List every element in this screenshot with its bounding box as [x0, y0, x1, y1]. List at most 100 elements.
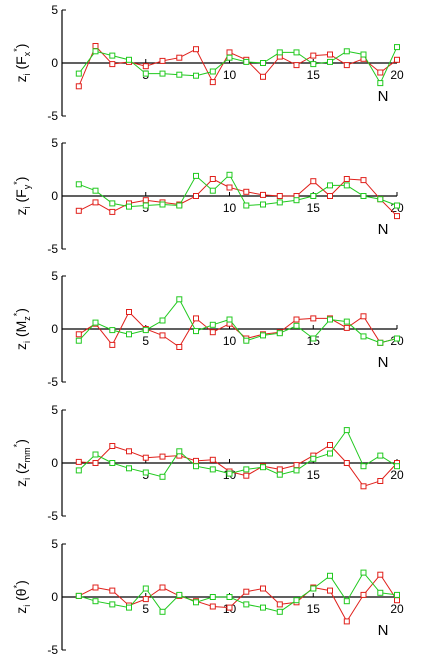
series-2-point	[176, 448, 183, 455]
y-tick-label: -5	[47, 509, 58, 523]
ylabel-base: z	[13, 343, 29, 350]
series-2-point	[159, 608, 166, 615]
y-tick-label: -5	[47, 109, 58, 123]
x-axis-label: N	[378, 221, 389, 238]
series-2-point	[75, 592, 82, 599]
series-1-point	[193, 315, 199, 322]
series-1-point	[360, 313, 367, 320]
series-2-point	[327, 58, 333, 65]
series-2-point	[377, 196, 384, 203]
series-2-point	[243, 58, 250, 65]
series-2-point	[226, 594, 233, 600]
y-axis-label: zi (Fx*)	[12, 44, 32, 83]
series-2-point	[276, 471, 283, 478]
ylabel-symbol: θ	[13, 588, 29, 596]
series-1-point	[159, 332, 166, 339]
series-2-point	[394, 44, 400, 51]
series-2-point	[209, 321, 216, 328]
series-2-point	[276, 608, 283, 615]
series-2-point	[126, 56, 132, 63]
series-2-point	[209, 594, 216, 600]
series-1-point	[176, 54, 183, 61]
ylabel-base: z	[13, 75, 29, 82]
series-1-point	[209, 329, 216, 336]
series-2-point	[394, 591, 400, 598]
series-2-point	[75, 70, 82, 77]
series-2-point	[226, 54, 233, 61]
y-axis-label: zi (Mz*)	[12, 308, 32, 350]
series-2-point	[343, 182, 350, 189]
series-2-point	[327, 572, 333, 579]
series-2-point	[394, 335, 400, 342]
ylabel-symbol: F	[13, 189, 29, 198]
series-2-point	[293, 322, 300, 329]
series-1-point	[343, 618, 350, 625]
y-tick-label: 0	[51, 189, 58, 203]
series-2-point	[142, 585, 149, 592]
y-tick-label: -5	[47, 375, 58, 389]
x-axis-label: N	[378, 88, 389, 105]
ylabel-symbol: M	[13, 321, 29, 333]
y-tick-label: -5	[47, 643, 58, 657]
series-2-point	[343, 427, 350, 434]
series-2-point	[260, 332, 266, 339]
series-2-point	[159, 473, 166, 480]
series-2-point	[193, 328, 199, 335]
series-2-point	[327, 316, 333, 323]
y-tick-label: 5	[51, 269, 58, 283]
series-1-point	[75, 331, 82, 338]
series-2-point	[360, 333, 367, 340]
series-2-point	[360, 569, 367, 576]
series-1-point	[92, 43, 99, 49]
series-2-point	[126, 465, 132, 472]
ylabel-symbol-sup: *	[12, 181, 22, 185]
series-1-point	[343, 324, 350, 331]
series-2-point	[293, 197, 300, 204]
series-2-point	[159, 70, 166, 77]
x-tick-label: 10	[223, 68, 237, 82]
ylabel-symbol-sup: *	[12, 312, 22, 316]
series-2-point	[293, 49, 300, 56]
ylabel-paren-close: )	[13, 308, 29, 313]
series-2-point	[193, 463, 199, 470]
y-tick-label: 5	[51, 537, 58, 551]
series-2-point	[327, 450, 333, 457]
series-2-point	[226, 171, 233, 178]
y-axis-label: zi (Fy*)	[12, 177, 32, 216]
series-1-point	[260, 73, 266, 80]
series-2-point	[126, 604, 132, 611]
series-2-point	[343, 598, 350, 605]
x-tick-label: 5	[142, 602, 149, 616]
series-2-point	[377, 589, 384, 596]
series-2-point	[75, 467, 82, 474]
chart-panel-4: 50-55101520zi (zmm*)	[12, 403, 404, 523]
series-2-point	[293, 467, 300, 474]
series-2-point	[75, 181, 82, 188]
series-2-point	[209, 187, 216, 194]
ylabel-symbol-sub: mm	[22, 447, 32, 462]
series-1-point	[377, 478, 384, 484]
series-2-point	[260, 201, 266, 208]
y-tick-label: 5	[51, 3, 58, 17]
series-1-point	[142, 454, 149, 461]
ylabel-sub: i	[22, 73, 32, 75]
series-1-point	[109, 443, 116, 449]
series-1-point	[75, 207, 82, 214]
series-2-point	[243, 337, 250, 344]
series-2-point	[193, 72, 199, 79]
y-tick-label: 5	[51, 136, 58, 150]
series-1-point	[75, 458, 82, 465]
series-1-point	[360, 591, 367, 598]
y-axis-label: zi (θ*)	[12, 580, 32, 614]
series-2-point	[92, 598, 99, 605]
series-1-point	[226, 49, 233, 56]
series-2-point	[109, 52, 116, 59]
series-1-point	[142, 596, 149, 603]
y-axis-label: zi (zmm*)	[12, 439, 32, 487]
series-2-point	[360, 463, 367, 470]
ylabel-base: z	[13, 480, 29, 487]
series-2-point	[276, 330, 283, 337]
series-1-point	[109, 208, 116, 215]
series-2-point	[92, 319, 99, 326]
series-2-point	[126, 331, 132, 338]
